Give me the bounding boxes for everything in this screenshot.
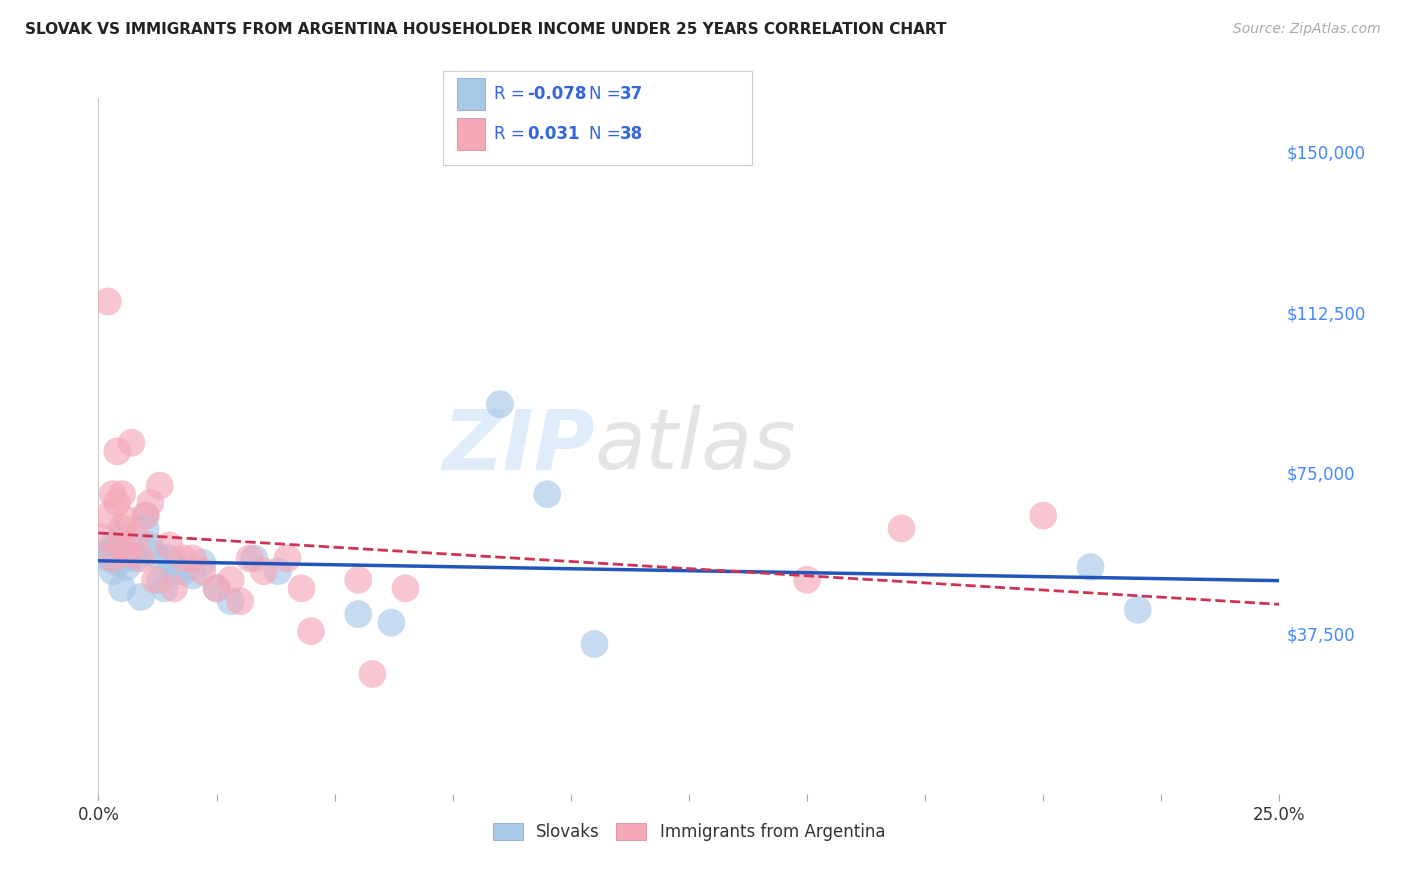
Point bbox=[181, 551, 204, 566]
Point bbox=[243, 551, 266, 566]
Point bbox=[205, 582, 228, 596]
Point bbox=[1080, 560, 1102, 574]
Point bbox=[489, 397, 512, 411]
Point bbox=[1126, 603, 1149, 617]
Point bbox=[125, 530, 148, 544]
Point bbox=[115, 560, 138, 574]
Text: atlas: atlas bbox=[595, 406, 796, 486]
Point bbox=[135, 521, 157, 535]
Point bbox=[111, 487, 134, 501]
Point bbox=[139, 539, 162, 553]
Text: -0.078: -0.078 bbox=[527, 85, 586, 103]
Point bbox=[101, 539, 124, 553]
Point bbox=[91, 530, 114, 544]
Point bbox=[299, 624, 322, 639]
Point bbox=[536, 487, 558, 501]
Point bbox=[101, 551, 124, 566]
Point bbox=[205, 582, 228, 596]
Point bbox=[105, 496, 128, 510]
Point bbox=[172, 551, 194, 566]
Point bbox=[111, 530, 134, 544]
Point bbox=[149, 573, 172, 587]
Text: 37: 37 bbox=[620, 85, 644, 103]
Point bbox=[163, 582, 186, 596]
Point bbox=[105, 542, 128, 557]
Point bbox=[111, 521, 134, 535]
Text: ZIP: ZIP bbox=[441, 406, 595, 486]
Point bbox=[253, 564, 276, 578]
Point bbox=[290, 582, 312, 596]
Point bbox=[111, 547, 134, 561]
Point bbox=[139, 496, 162, 510]
Point bbox=[380, 615, 402, 630]
Point bbox=[111, 539, 134, 553]
Text: R =: R = bbox=[494, 85, 530, 103]
Point bbox=[157, 539, 180, 553]
Point bbox=[191, 556, 214, 570]
Point bbox=[97, 294, 120, 309]
Point bbox=[181, 568, 204, 582]
Point bbox=[347, 607, 370, 621]
Point bbox=[890, 521, 912, 535]
Point bbox=[121, 542, 143, 557]
Text: N =: N = bbox=[589, 125, 626, 143]
Point bbox=[239, 551, 262, 566]
Point bbox=[115, 547, 138, 561]
Point bbox=[394, 582, 416, 596]
Point bbox=[111, 582, 134, 596]
Point bbox=[97, 508, 120, 523]
Point bbox=[143, 547, 166, 561]
Point bbox=[135, 508, 157, 523]
Point bbox=[219, 594, 242, 608]
Point bbox=[129, 551, 152, 566]
Point bbox=[121, 435, 143, 450]
Point bbox=[125, 551, 148, 566]
Legend: Slovaks, Immigrants from Argentina: Slovaks, Immigrants from Argentina bbox=[486, 817, 891, 848]
Text: N =: N = bbox=[589, 85, 626, 103]
Point bbox=[115, 513, 138, 527]
Point bbox=[135, 508, 157, 523]
Point bbox=[1032, 508, 1054, 523]
Point bbox=[101, 487, 124, 501]
Point bbox=[191, 564, 214, 578]
Point bbox=[361, 667, 384, 681]
Text: 0.031: 0.031 bbox=[527, 125, 579, 143]
Point bbox=[163, 560, 186, 574]
Point bbox=[143, 573, 166, 587]
Point bbox=[157, 551, 180, 566]
Text: SLOVAK VS IMMIGRANTS FROM ARGENTINA HOUSEHOLDER INCOME UNDER 25 YEARS CORRELATIO: SLOVAK VS IMMIGRANTS FROM ARGENTINA HOUS… bbox=[25, 22, 946, 37]
Text: R =: R = bbox=[494, 125, 530, 143]
Point bbox=[91, 547, 114, 561]
Point bbox=[583, 637, 606, 651]
Point bbox=[97, 551, 120, 566]
Point bbox=[153, 582, 176, 596]
Point bbox=[101, 564, 124, 578]
Point bbox=[115, 551, 138, 566]
Point bbox=[796, 573, 818, 587]
Point bbox=[219, 573, 242, 587]
Point bbox=[105, 556, 128, 570]
Point bbox=[129, 590, 152, 604]
Text: 38: 38 bbox=[620, 125, 643, 143]
Point bbox=[105, 444, 128, 458]
Point bbox=[276, 551, 298, 566]
Point bbox=[229, 594, 252, 608]
Point bbox=[172, 564, 194, 578]
Point bbox=[267, 564, 290, 578]
Point bbox=[167, 564, 190, 578]
Text: Source: ZipAtlas.com: Source: ZipAtlas.com bbox=[1233, 22, 1381, 37]
Point bbox=[149, 478, 172, 492]
Point bbox=[347, 573, 370, 587]
